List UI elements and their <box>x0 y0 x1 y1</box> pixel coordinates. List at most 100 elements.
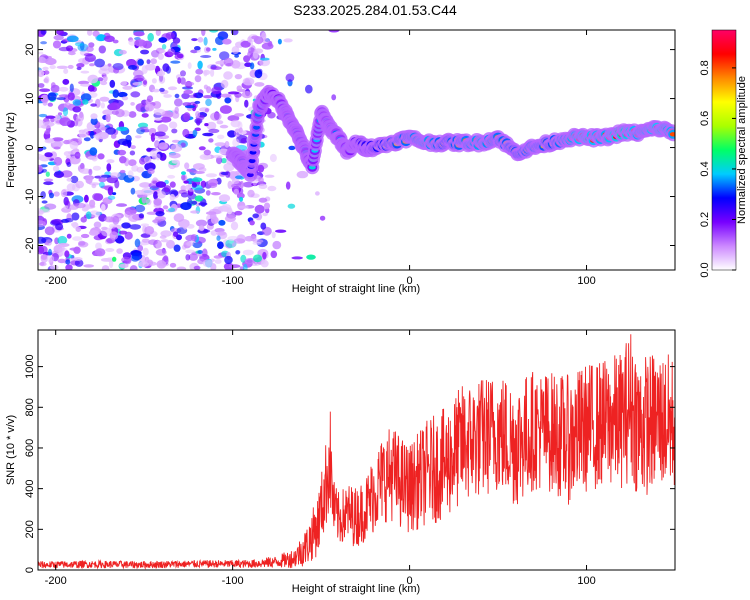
heatmap-noise-blob <box>192 92 197 98</box>
heatmap-noise-blob <box>66 233 72 239</box>
heatmap-noise-blob <box>108 102 121 110</box>
heatmap-noise-blob <box>204 108 209 113</box>
heatmap-noise-blob <box>233 188 239 195</box>
heatmap-noise-blob <box>159 235 167 239</box>
heatmap-noise-blob <box>271 231 276 239</box>
heatmap-noise-blob <box>224 215 236 223</box>
heatmap-noise-blob <box>208 128 220 134</box>
heatmap-noise-blob <box>147 32 154 42</box>
heatmap-noise-blob <box>233 238 246 244</box>
heatmap-noise-blob <box>144 103 155 112</box>
heatmap-noise-blob <box>67 64 74 69</box>
heatmap-noise-blob <box>180 142 186 148</box>
heatmap-noise-blob <box>124 231 133 240</box>
heatmap-noise-blob <box>72 236 83 241</box>
heatmap-noise-blob <box>227 130 237 138</box>
heatmap-noise-blob <box>203 36 208 46</box>
heatmap-noise-blob <box>187 62 192 69</box>
heatmap-noise-blob <box>87 74 99 84</box>
heatmap-noise-blob <box>119 263 129 268</box>
heatmap-noise-blob <box>181 92 190 100</box>
colorbar-tick-label: 0.2 <box>699 212 711 227</box>
heatmap-noise-blob <box>45 239 52 246</box>
heatmap-noise-blob <box>234 113 245 117</box>
heatmap-noise-blob <box>128 111 137 118</box>
heatmap-noise-blob <box>66 35 79 43</box>
heatmap-noise-blob <box>152 88 160 93</box>
heatmap-noise-blob <box>136 166 144 173</box>
heatmap-noise-blob <box>275 229 287 233</box>
heatmap-noise-blob <box>47 102 53 107</box>
heatmap-noise-blob <box>197 60 203 70</box>
heatmap-noise-blob <box>44 129 51 135</box>
heatmap-noise-blob <box>137 59 144 66</box>
heatmap-noise-blob <box>202 69 211 75</box>
heatmap-noise-blob <box>80 216 87 223</box>
heatmap-noise-blob <box>171 159 180 164</box>
heatmap-noise-blob <box>237 205 249 209</box>
heatmap-noise-blob <box>135 103 147 112</box>
heatmap-noise-blob <box>65 259 71 265</box>
heatmap-noise-blob <box>155 153 161 161</box>
heatmap-noise-blob <box>112 256 117 262</box>
heatmap-noise-blob <box>220 79 229 89</box>
heatmap-noise-blob <box>105 248 115 252</box>
heatmap-noise-blob <box>203 149 211 156</box>
chart-title: S233.2025.284.01.53.C44 <box>293 2 457 18</box>
heatmap-noise-blob <box>72 106 82 113</box>
heatmap-noise-blob <box>212 47 217 51</box>
heatmap-noise-blob <box>253 48 264 54</box>
heatmap-noise-blob <box>59 117 71 126</box>
heatmap-noise-blob <box>63 151 71 157</box>
heatmap-noise-blob <box>154 131 166 137</box>
heatmap-noise-blob <box>68 51 76 56</box>
heatmap-noise-blob <box>231 183 241 189</box>
heatmap-noise-blob <box>83 264 95 268</box>
heatmap-noise-blob <box>132 82 144 86</box>
heatmap-noise-blob <box>43 70 50 75</box>
heatmap-noise-blob <box>85 175 93 184</box>
heatmap-noise-blob <box>116 248 123 254</box>
heatmap-noise-blob <box>79 111 84 119</box>
heatmap-noise-blob <box>130 255 140 262</box>
heatmap-noise-blob <box>90 103 97 107</box>
heatmap-noise-blob <box>153 108 166 116</box>
colorbar-gradient <box>711 29 737 271</box>
heatmap-ridge-core <box>246 172 254 178</box>
heatmap-noise-blob <box>194 100 201 104</box>
heatmap-noise-blob <box>211 192 221 196</box>
heatmap-noise-blob <box>64 250 70 258</box>
heatmap-noise-blob <box>221 204 232 212</box>
heatmap-noise-blob <box>130 91 141 98</box>
heatmap-noise-blob <box>186 168 193 172</box>
heatmap-noise-blob <box>38 153 44 160</box>
heatmap-noise-blob <box>288 145 296 151</box>
heatmap-noise-blob <box>224 255 233 265</box>
heatmap-noise-blob <box>45 171 50 177</box>
heatmap-noise-blob <box>119 156 127 164</box>
heatmap-noise-blob <box>98 45 107 54</box>
heatmap-noise-blob <box>269 153 277 163</box>
heatmap-noise-blob <box>234 74 243 80</box>
heatmap-noise-blob <box>89 199 96 208</box>
heatmap-noise-blob <box>170 143 183 153</box>
heatmap-noise-blob <box>53 171 65 178</box>
heatmap-noise-blob <box>66 183 76 192</box>
heatmap-noise-blob <box>262 38 270 44</box>
heatmap-noise-blob <box>146 95 154 103</box>
heatmap-noise-blob <box>305 84 313 94</box>
heatmap-noise-blob <box>72 99 82 106</box>
heatmap-noise-blob <box>99 96 110 102</box>
heatmap-noise-blob <box>44 203 57 210</box>
heatmap-noise-blob <box>235 250 241 255</box>
heatmap-noise-blob <box>167 86 178 91</box>
heatmap-noise-blob <box>252 213 259 219</box>
heatmap-xtick-label: -200 <box>45 275 67 287</box>
heatmap-noise-blob <box>155 181 167 188</box>
heatmap-noise-blob <box>38 69 45 78</box>
heatmap-noise-blob <box>194 75 202 83</box>
heatmap-noise-blob <box>203 95 213 99</box>
heatmap-noise-blob <box>75 180 84 189</box>
heatmap-noise-blob <box>257 164 265 173</box>
